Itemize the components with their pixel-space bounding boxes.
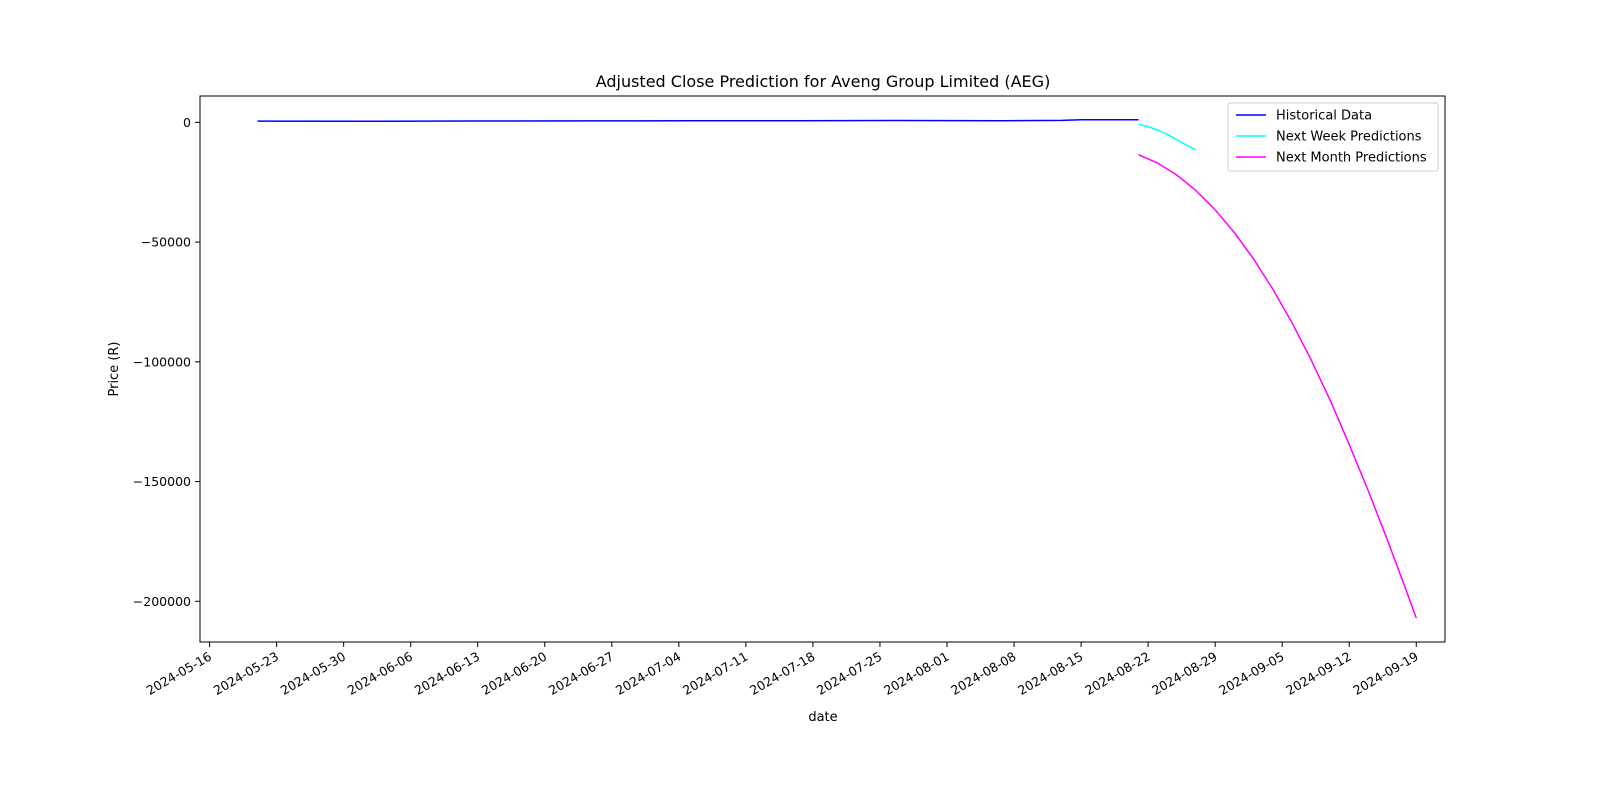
x-tick-label: 2024-08-22: [1082, 649, 1152, 698]
x-tick-label: 2024-06-06: [345, 649, 415, 698]
y-tick-label: 0: [183, 115, 191, 130]
x-tick-label: 2024-07-25: [814, 649, 884, 698]
series-line-3: [1138, 154, 1418, 619]
legend-box: [1227, 102, 1439, 172]
x-tick-label: 2024-09-12: [1283, 649, 1353, 698]
y-ticks: 0 −50000 −100000 −150000 −200000: [133, 115, 200, 609]
x-tick-label: 2024-07-18: [747, 649, 817, 698]
x-tick-label: 2024-07-11: [680, 649, 750, 698]
x-tick-label: 2024-08-15: [1015, 649, 1085, 698]
y-axis-label: Price (R): [107, 341, 122, 396]
x-tick-label: 2024-06-27: [546, 649, 616, 698]
series-line-2: [1138, 123, 1197, 151]
series-line-1: [257, 118, 1139, 123]
plot-frame: [199, 95, 1446, 643]
y-tick-label: −100000: [133, 354, 191, 369]
x-tick-label: 2024-05-30: [278, 649, 348, 698]
legend-label: Next Month Predictions: [1276, 151, 1427, 166]
series-lines: [257, 118, 1418, 619]
x-tick-label: 2024-07-04: [613, 649, 683, 698]
y-tick-label: −50000: [141, 235, 191, 250]
x-tick-label: 2024-08-01: [881, 649, 951, 698]
x-tick-label: 2024-06-20: [479, 649, 549, 698]
x-tick-label: 2024-08-08: [948, 649, 1018, 698]
x-ticks: 2024-05-162024-05-232024-05-302024-06-06…: [144, 642, 1421, 698]
x-tick-label: 2024-09-19: [1350, 649, 1420, 698]
plot-area: 0−50000−100000−150000−200000 2024-05-162…: [133, 95, 1446, 698]
y-tick-label: −150000: [133, 474, 191, 489]
x-tick-label: 2024-08-29: [1149, 649, 1219, 698]
x-axis-label: date: [808, 710, 837, 725]
chart-title: Adjusted Close Prediction for Aveng Grou…: [596, 72, 1051, 91]
legend: Historical Data Next Week Predictions Next…: [1227, 102, 1439, 172]
legend-label: Next Week Predictions: [1276, 130, 1422, 145]
legend-items: Historical Data Next Week Predictions Next…: [1236, 109, 1427, 166]
y-tick-label: −200000: [133, 594, 191, 609]
x-tick-label: 2024-09-05: [1216, 649, 1286, 698]
legend-label: Historical Data: [1276, 109, 1372, 124]
x-tick-label: 2024-06-13: [412, 649, 482, 698]
x-tick-label: 2024-05-16: [144, 649, 214, 698]
x-tick-label: 2024-05-23: [211, 649, 281, 698]
